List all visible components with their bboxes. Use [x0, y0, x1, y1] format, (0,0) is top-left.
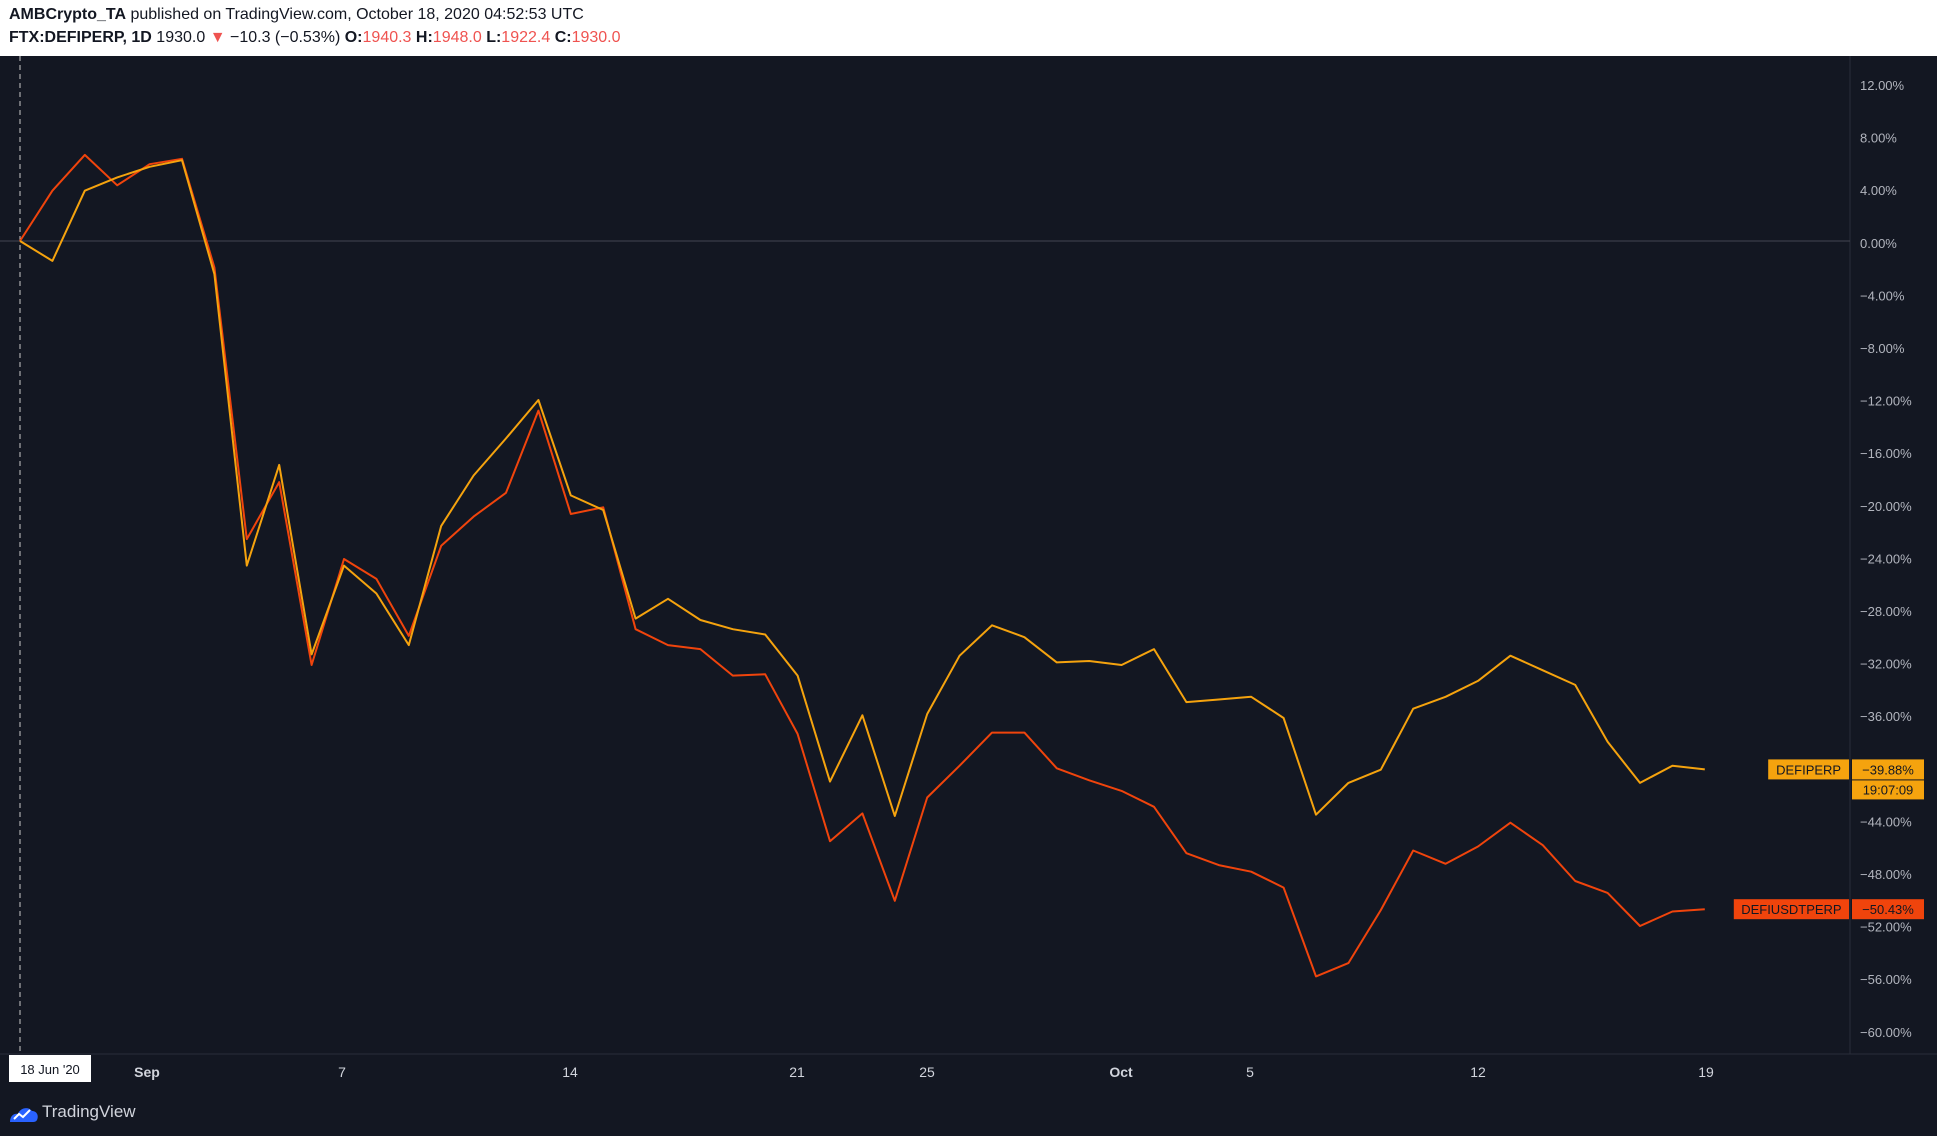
y-tick-label: −52.00% [1860, 920, 1912, 935]
x-tick-label: 21 [789, 1064, 805, 1080]
down-arrow-icon: ▼ [209, 29, 226, 46]
y-tick-label: −56.00% [1860, 972, 1912, 987]
series-line-defiperp[interactable] [19, 159, 1705, 817]
y-tick-label: −20.00% [1860, 499, 1912, 514]
price-chart[interactable]: 12.00% 8.00% 4.00% 0.00% −4.00% −8.00% −12.00%… [0, 56, 1937, 1090]
y-tick-label: −24.00% [1860, 551, 1912, 566]
y-tick-label: −28.00% [1860, 604, 1912, 619]
y-tick-label: −12.00% [1860, 394, 1912, 409]
x-tick-label: 14 [562, 1064, 578, 1080]
y-tick-label: −36.00% [1860, 709, 1912, 724]
series-line-defiusdtperp[interactable] [19, 153, 1705, 978]
countdown-tag [1852, 780, 1924, 800]
series-name-tag [1733, 899, 1849, 920]
high-value: 1948.0 [432, 29, 482, 46]
last-value-label: −39.88% [1862, 762, 1914, 777]
publish-header: AMBCrypto_TA published on TradingView.co… [0, 0, 1937, 56]
close-label: C: [554, 29, 572, 46]
close-value: 1930.0 [571, 29, 621, 46]
y-tick-label: −60.00% [1860, 1025, 1912, 1040]
y-tick-label: 4.00% [1860, 183, 1897, 198]
y-tick-label: 8.00% [1860, 131, 1897, 146]
price-change: −10.3 (−0.53%) [229, 29, 341, 46]
x-tick-label: 19 [1698, 1064, 1714, 1080]
y-tick-label: 12.00% [1860, 78, 1905, 93]
plot-background [0, 56, 1937, 1090]
crosshair-date-box [9, 1055, 91, 1082]
last-value-label: −50.43% [1862, 902, 1914, 917]
tradingview-logo-icon[interactable] [8, 1102, 40, 1124]
last-value-tag [1852, 759, 1924, 780]
y-tick-label: −48.00% [1860, 867, 1912, 882]
y-tick-label: 0.00% [1860, 236, 1897, 251]
crosshair-date-label: 18 Jun '20 [20, 1062, 80, 1077]
high-label: H: [415, 29, 433, 46]
author-name[interactable]: AMBCrypto_TA [9, 6, 127, 23]
footer-brand[interactable]: TradingView [42, 1102, 136, 1121]
x-tick-label: 7 [338, 1064, 346, 1080]
y-tick-label: −16.00% [1860, 446, 1912, 461]
low-label: L: [486, 29, 502, 46]
last-value-tag [1852, 899, 1924, 920]
last-price: 1930.0 [156, 29, 206, 46]
x-tick-label: Sep [134, 1064, 160, 1080]
published-text: published on TradingView.com, October 18… [130, 6, 584, 23]
y-tick-label: −4.00% [1860, 288, 1905, 303]
publish-info: AMBCrypto_TA published on TradingView.co… [9, 6, 584, 24]
y-tick-label: −8.00% [1860, 341, 1905, 356]
open-value: 1940.3 [362, 29, 412, 46]
x-tick-label: 5 [1246, 1064, 1254, 1080]
series-name-tag [1768, 759, 1849, 780]
chart-area[interactable]: 12.00% 8.00% 4.00% 0.00% −4.00% −8.00% −12.00%… [0, 56, 1937, 1090]
low-value: 1922.4 [501, 29, 551, 46]
symbol-label[interactable]: FTX:DEFIPERP, 1D [9, 29, 152, 46]
open-label: O: [344, 29, 363, 46]
x-tick-label: 25 [919, 1064, 935, 1080]
countdown-label: 19:07:09 [1863, 782, 1914, 797]
x-tick-label: 12 [1470, 1064, 1486, 1080]
y-tick-label: −44.00% [1860, 814, 1912, 829]
footer: TradingView [0, 1090, 1937, 1136]
series-name-label: DEFIUSDTPERP [1741, 902, 1841, 917]
symbol-info: FTX:DEFIPERP, 1D 1930.0 ▼ −10.3 (−0.53%)… [9, 29, 621, 47]
series-name-label: DEFIPERP [1776, 762, 1841, 777]
y-tick-label: −32.00% [1860, 657, 1912, 672]
x-tick-label: Oct [1109, 1064, 1133, 1080]
